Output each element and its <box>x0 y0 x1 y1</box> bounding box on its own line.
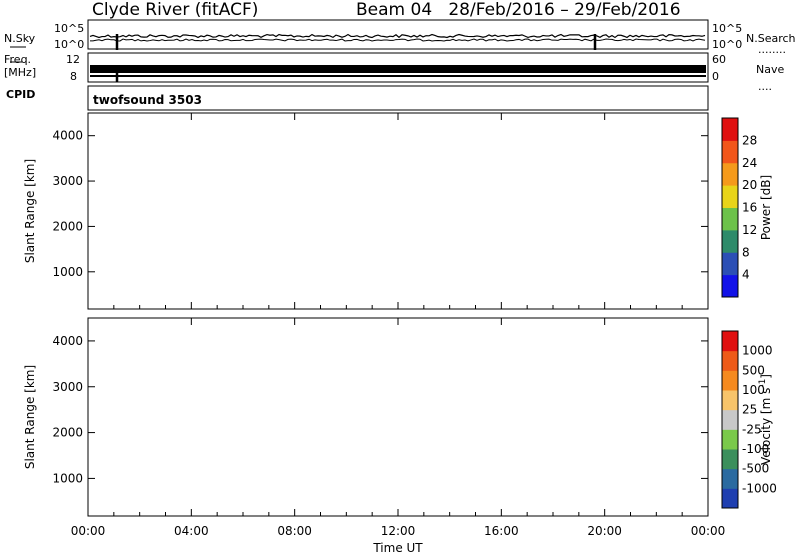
station-title: Clyde River (fitACF) <box>92 0 258 20</box>
nsky-strip <box>87 19 709 50</box>
nave-dots: .... <box>758 80 772 93</box>
freq-tick-low: 8 <box>70 70 77 83</box>
freq-tick-high: 12 <box>66 53 80 66</box>
nsearch-trace <box>89 38 706 42</box>
nsky-tick-high: 10^5 <box>54 22 84 35</box>
nsky-trace <box>89 33 706 39</box>
nsearch-tick-high: 10^5 <box>712 22 742 35</box>
date-range: 28/Feb/2016 – 29/Feb/2016 <box>448 0 680 20</box>
xaxis-title: Time UT <box>372 541 423 554</box>
nsky-label: N.Sky <box>4 32 35 45</box>
nsearch-dots: ........ <box>758 43 786 56</box>
nsearch-label: N.Search <box>746 32 796 45</box>
cpid-value: twofsound 3503 <box>93 93 202 107</box>
nave-tick-high: 60 <box>712 53 726 66</box>
freq-strip <box>87 52 709 83</box>
beam-date-title: Beam 04 28/Feb/2016 – 29/Feb/2016 <box>356 0 681 20</box>
nsky-tick-low: 10^0 <box>54 38 84 51</box>
nave-band <box>90 75 706 77</box>
cpid-label: CPID <box>6 88 35 101</box>
freq-label: Freq. <box>4 53 31 66</box>
nsearch-tick-low: 10^0 <box>712 38 742 51</box>
cpid-strip <box>87 85 709 111</box>
beam-label: Beam 04 <box>356 0 432 20</box>
nave-label: Nave <box>756 63 784 76</box>
freq-unit: [MHz] <box>4 66 36 79</box>
freq-band <box>90 65 706 73</box>
static-decor: ............ Time UT <box>10 19 786 554</box>
nave-tick-low: 0 <box>712 70 719 83</box>
